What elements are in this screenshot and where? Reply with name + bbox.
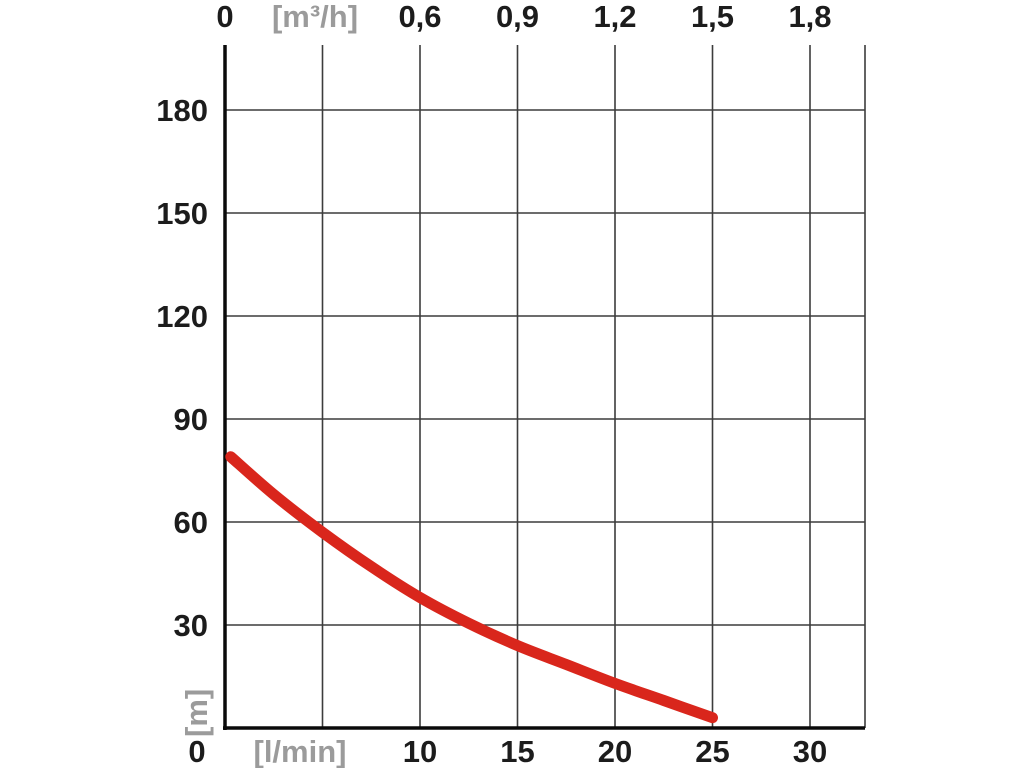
- bottom-axis-tick-label: 10: [403, 734, 437, 768]
- top-axis-unit-label: [m³/h]: [272, 0, 358, 34]
- left-axis-tick-label: 120: [156, 299, 208, 334]
- left-axis-tick-label: 30: [174, 608, 208, 643]
- bottom-axis-tick-label: 15: [500, 734, 534, 768]
- bottom-axis-tick-label: 20: [598, 734, 632, 768]
- left-axis-unit-label: [m]: [179, 689, 214, 737]
- pump-head-curve: [225, 451, 718, 724]
- top-axis-tick-label: 0,9: [496, 0, 539, 34]
- left-axis-tick-label: 180: [156, 93, 208, 128]
- top-axis-origin-label: 0: [216, 0, 233, 34]
- bottom-axis-tick-label: 25: [695, 734, 729, 768]
- top-axis-tick-label: 1,2: [593, 0, 636, 34]
- bottom-axis-unit-label: [l/min]: [254, 734, 347, 768]
- top-axis-tick-label: 1,5: [691, 0, 734, 34]
- left-axis-tick-label: 90: [174, 402, 208, 437]
- bottom-axis-tick-label: 30: [793, 734, 827, 768]
- left-axis-tick-label: 150: [156, 196, 208, 231]
- top-axis-tick-label: 1,8: [788, 0, 831, 34]
- top-axis-tick-label: 0,6: [398, 0, 441, 34]
- left-axis-tick-label: 60: [174, 505, 208, 540]
- origin-label: 0: [188, 734, 205, 768]
